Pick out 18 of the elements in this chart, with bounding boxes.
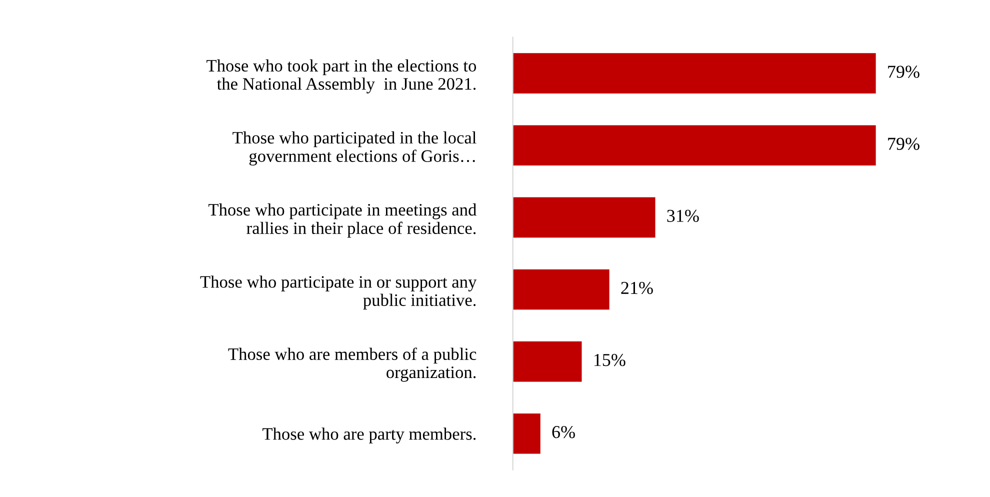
bar [512,341,582,382]
bar [512,53,876,94]
data-label: 31% [667,210,699,222]
y-tick-label: Those who participate in or support any public initiative. [200,276,477,310]
bar [512,197,656,238]
bar [512,269,610,310]
y-tick-label: Those who are party members. [262,428,476,444]
data-label: 21% [621,282,653,294]
bar [512,413,540,454]
y-tick-label: Those who took part in the elections to the National Assembly in June 2021. [206,59,476,94]
data-label: 79% [888,138,920,150]
bar [512,125,876,166]
y-tick-label: Those who participated in the local government elections of Goris… [232,131,476,166]
data-label: 79% [888,66,920,78]
y-tick-label: Those who are members of a public organization. [228,348,476,382]
data-label: 6% [552,426,575,438]
y-tick-label: Those who participate in meetings and rallies in their place of residence. [208,203,476,238]
data-label: 15% [594,354,626,366]
